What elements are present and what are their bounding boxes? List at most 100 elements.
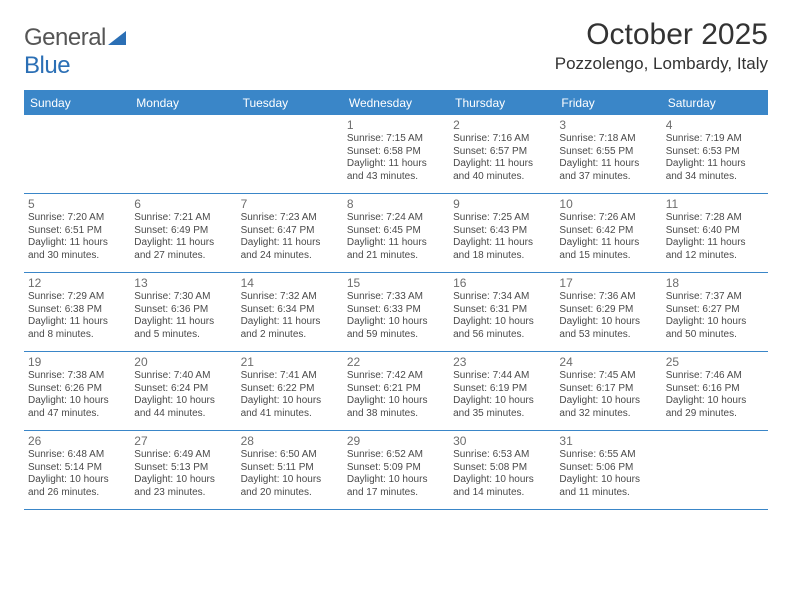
day-details: Sunrise: 6:49 AMSunset: 5:13 PMDaylight:… <box>134 449 232 499</box>
day-details: Sunrise: 7:46 AMSunset: 6:16 PMDaylight:… <box>666 370 764 420</box>
day-number: 21 <box>241 355 339 369</box>
calendar-day <box>662 431 768 509</box>
day-details: Sunrise: 7:20 AMSunset: 6:51 PMDaylight:… <box>28 212 126 262</box>
dayhead-sunday: Sunday <box>24 92 130 114</box>
dayhead-thursday: Thursday <box>449 92 555 114</box>
sunrise-text: Sunrise: 7:15 AM <box>347 133 445 146</box>
sunrise-text: Sunrise: 6:55 AM <box>559 449 657 462</box>
day-number: 10 <box>559 197 657 211</box>
daylight-text: Daylight: 10 hours and 35 minutes. <box>453 395 551 420</box>
day-details: Sunrise: 7:23 AMSunset: 6:47 PMDaylight:… <box>241 212 339 262</box>
daylight-text: Daylight: 11 hours and 34 minutes. <box>666 158 764 183</box>
sunrise-text: Sunrise: 6:50 AM <box>241 449 339 462</box>
daylight-text: Daylight: 11 hours and 24 minutes. <box>241 237 339 262</box>
calendar-day: 7Sunrise: 7:23 AMSunset: 6:47 PMDaylight… <box>237 194 343 272</box>
calendar-day: 14Sunrise: 7:32 AMSunset: 6:34 PMDayligh… <box>237 273 343 351</box>
calendar-day: 17Sunrise: 7:36 AMSunset: 6:29 PMDayligh… <box>555 273 661 351</box>
calendar-week: 1Sunrise: 7:15 AMSunset: 6:58 PMDaylight… <box>24 114 768 194</box>
day-details: Sunrise: 7:45 AMSunset: 6:17 PMDaylight:… <box>559 370 657 420</box>
calendar-week: 12Sunrise: 7:29 AMSunset: 6:38 PMDayligh… <box>24 273 768 352</box>
calendar-day: 25Sunrise: 7:46 AMSunset: 6:16 PMDayligh… <box>662 352 768 430</box>
logo: GeneralBlue <box>24 18 126 80</box>
daylight-text: Daylight: 10 hours and 11 minutes. <box>559 474 657 499</box>
sunset-text: Sunset: 6:58 PM <box>347 146 445 159</box>
sunrise-text: Sunrise: 7:26 AM <box>559 212 657 225</box>
day-number: 24 <box>559 355 657 369</box>
sunset-text: Sunset: 6:36 PM <box>134 304 232 317</box>
calendar-week: 5Sunrise: 7:20 AMSunset: 6:51 PMDaylight… <box>24 194 768 273</box>
sunset-text: Sunset: 6:16 PM <box>666 383 764 396</box>
day-details: Sunrise: 7:41 AMSunset: 6:22 PMDaylight:… <box>241 370 339 420</box>
day-number: 11 <box>666 197 764 211</box>
sunset-text: Sunset: 5:13 PM <box>134 462 232 475</box>
day-details: Sunrise: 7:34 AMSunset: 6:31 PMDaylight:… <box>453 291 551 341</box>
day-number: 28 <box>241 434 339 448</box>
day-details: Sunrise: 7:15 AMSunset: 6:58 PMDaylight:… <box>347 133 445 183</box>
sunset-text: Sunset: 6:55 PM <box>559 146 657 159</box>
sunset-text: Sunset: 6:43 PM <box>453 225 551 238</box>
calendar-day: 8Sunrise: 7:24 AMSunset: 6:45 PMDaylight… <box>343 194 449 272</box>
daylight-text: Daylight: 10 hours and 47 minutes. <box>28 395 126 420</box>
sunrise-text: Sunrise: 6:52 AM <box>347 449 445 462</box>
day-details: Sunrise: 7:24 AMSunset: 6:45 PMDaylight:… <box>347 212 445 262</box>
calendar-day: 1Sunrise: 7:15 AMSunset: 6:58 PMDaylight… <box>343 115 449 193</box>
sunset-text: Sunset: 6:38 PM <box>28 304 126 317</box>
day-number: 13 <box>134 276 232 290</box>
calendar-week: 26Sunrise: 6:48 AMSunset: 5:14 PMDayligh… <box>24 431 768 510</box>
day-details: Sunrise: 6:48 AMSunset: 5:14 PMDaylight:… <box>28 449 126 499</box>
calendar-day: 23Sunrise: 7:44 AMSunset: 6:19 PMDayligh… <box>449 352 555 430</box>
dayhead-wednesday: Wednesday <box>343 92 449 114</box>
day-number: 25 <box>666 355 764 369</box>
day-details: Sunrise: 7:40 AMSunset: 6:24 PMDaylight:… <box>134 370 232 420</box>
calendar-week: 19Sunrise: 7:38 AMSunset: 6:26 PMDayligh… <box>24 352 768 431</box>
sunrise-text: Sunrise: 7:44 AM <box>453 370 551 383</box>
sunrise-text: Sunrise: 7:38 AM <box>28 370 126 383</box>
sunset-text: Sunset: 6:17 PM <box>559 383 657 396</box>
sunrise-text: Sunrise: 7:40 AM <box>134 370 232 383</box>
day-details: Sunrise: 7:38 AMSunset: 6:26 PMDaylight:… <box>28 370 126 420</box>
day-details: Sunrise: 7:36 AMSunset: 6:29 PMDaylight:… <box>559 291 657 341</box>
sunrise-text: Sunrise: 7:25 AM <box>453 212 551 225</box>
sunset-text: Sunset: 5:11 PM <box>241 462 339 475</box>
sunrise-text: Sunrise: 7:18 AM <box>559 133 657 146</box>
day-details: Sunrise: 6:50 AMSunset: 5:11 PMDaylight:… <box>241 449 339 499</box>
daylight-text: Daylight: 10 hours and 50 minutes. <box>666 316 764 341</box>
sunrise-text: Sunrise: 7:33 AM <box>347 291 445 304</box>
calendar-day: 2Sunrise: 7:16 AMSunset: 6:57 PMDaylight… <box>449 115 555 193</box>
sunrise-text: Sunrise: 7:36 AM <box>559 291 657 304</box>
sunrise-text: Sunrise: 7:45 AM <box>559 370 657 383</box>
day-details: Sunrise: 6:55 AMSunset: 5:06 PMDaylight:… <box>559 449 657 499</box>
day-details: Sunrise: 7:33 AMSunset: 6:33 PMDaylight:… <box>347 291 445 341</box>
sunrise-text: Sunrise: 6:53 AM <box>453 449 551 462</box>
calendar-day: 18Sunrise: 7:37 AMSunset: 6:27 PMDayligh… <box>662 273 768 351</box>
day-details: Sunrise: 7:19 AMSunset: 6:53 PMDaylight:… <box>666 133 764 183</box>
sunset-text: Sunset: 6:24 PM <box>134 383 232 396</box>
daylight-text: Daylight: 11 hours and 2 minutes. <box>241 316 339 341</box>
sunrise-text: Sunrise: 7:19 AM <box>666 133 764 146</box>
calendar-day: 20Sunrise: 7:40 AMSunset: 6:24 PMDayligh… <box>130 352 236 430</box>
calendar-day: 19Sunrise: 7:38 AMSunset: 6:26 PMDayligh… <box>24 352 130 430</box>
calendar-day <box>237 115 343 193</box>
sunrise-text: Sunrise: 7:29 AM <box>28 291 126 304</box>
day-number: 17 <box>559 276 657 290</box>
calendar-day: 24Sunrise: 7:45 AMSunset: 6:17 PMDayligh… <box>555 352 661 430</box>
day-number: 2 <box>453 118 551 132</box>
daylight-text: Daylight: 10 hours and 44 minutes. <box>134 395 232 420</box>
calendar-day: 29Sunrise: 6:52 AMSunset: 5:09 PMDayligh… <box>343 431 449 509</box>
sunset-text: Sunset: 6:40 PM <box>666 225 764 238</box>
day-details: Sunrise: 7:30 AMSunset: 6:36 PMDaylight:… <box>134 291 232 341</box>
sunrise-text: Sunrise: 7:24 AM <box>347 212 445 225</box>
daylight-text: Daylight: 10 hours and 53 minutes. <box>559 316 657 341</box>
calendar-day: 9Sunrise: 7:25 AMSunset: 6:43 PMDaylight… <box>449 194 555 272</box>
sunset-text: Sunset: 6:31 PM <box>453 304 551 317</box>
daylight-text: Daylight: 11 hours and 30 minutes. <box>28 237 126 262</box>
calendar-day: 3Sunrise: 7:18 AMSunset: 6:55 PMDaylight… <box>555 115 661 193</box>
calendar-day: 22Sunrise: 7:42 AMSunset: 6:21 PMDayligh… <box>343 352 449 430</box>
location: Pozzolengo, Lombardy, Italy <box>555 54 768 74</box>
sunset-text: Sunset: 6:34 PM <box>241 304 339 317</box>
day-number: 31 <box>559 434 657 448</box>
day-details: Sunrise: 7:26 AMSunset: 6:42 PMDaylight:… <box>559 212 657 262</box>
sunrise-text: Sunrise: 7:42 AM <box>347 370 445 383</box>
day-number: 18 <box>666 276 764 290</box>
calendar-day: 5Sunrise: 7:20 AMSunset: 6:51 PMDaylight… <box>24 194 130 272</box>
